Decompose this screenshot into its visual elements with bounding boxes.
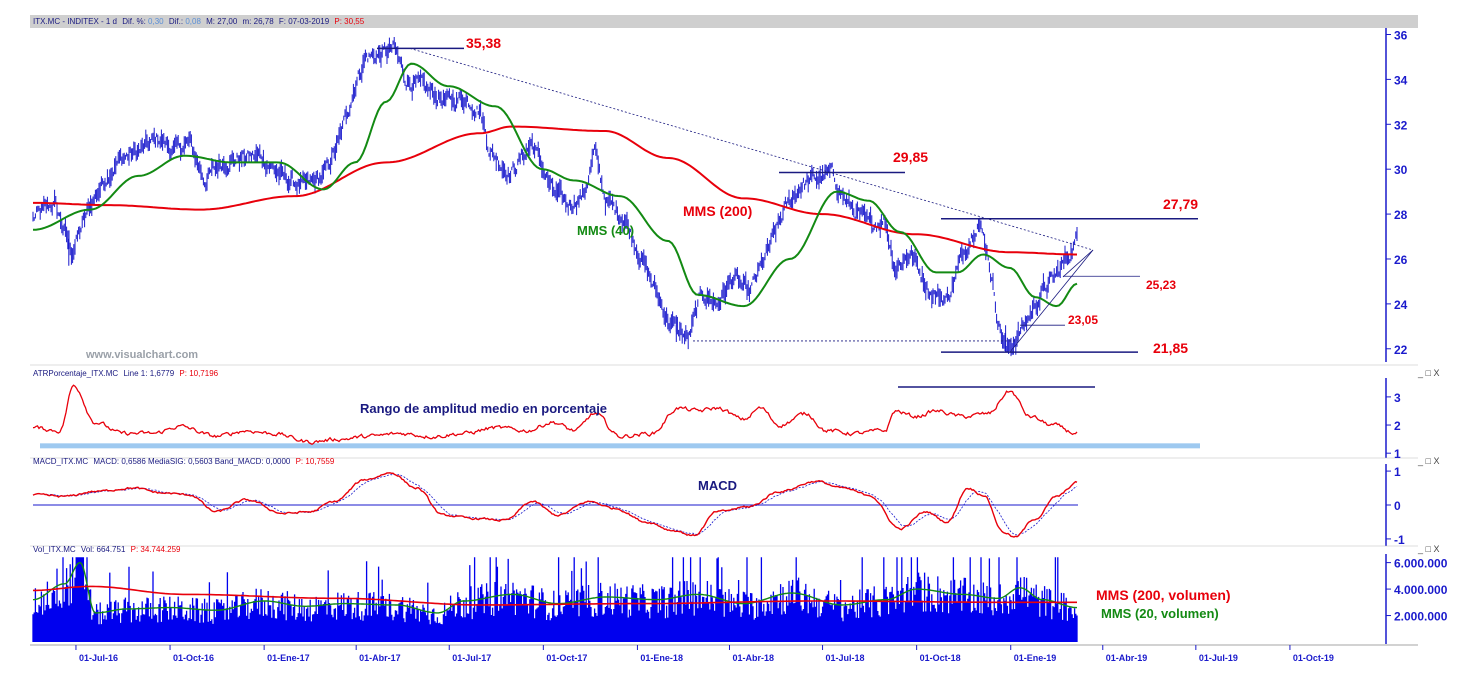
vol-tick-label-2: 6.000.000 bbox=[1394, 557, 1448, 571]
macd-header: MACD_ITX.MC MACD: 0,6586 MediaSIG: 0,560… bbox=[33, 457, 335, 466]
y-tick-label-30: 30 bbox=[1394, 163, 1408, 177]
macd-window-buttons[interactable]: _ □ X bbox=[1417, 456, 1439, 466]
label-29-85: 29,85 bbox=[893, 149, 928, 165]
vol-window-buttons[interactable]: _ □ X bbox=[1417, 544, 1439, 554]
dotted-trend-line bbox=[409, 48, 1094, 251]
vol-tick-label-1: 4.000.000 bbox=[1394, 583, 1448, 597]
y-tick-label-32: 32 bbox=[1394, 118, 1408, 132]
date-label-5: 01-Oct-17 bbox=[546, 653, 587, 663]
date-label-13: 01-Oct-19 bbox=[1293, 653, 1334, 663]
macd-signal-line bbox=[32, 473, 1078, 536]
y-tick-label-28: 28 bbox=[1394, 208, 1408, 222]
atr-tick-label-2: 2 bbox=[1394, 419, 1401, 433]
panel-frames bbox=[30, 28, 1418, 646]
header-text: ITX.MC - INDITEX - 1 d Dif. %: 0,30 Dif.… bbox=[33, 17, 365, 26]
atr-tick-label-1: 1 bbox=[1394, 447, 1401, 461]
trend-lines bbox=[377, 47, 1198, 353]
atr-line bbox=[32, 384, 1078, 446]
macd-line bbox=[32, 472, 1078, 538]
date-axis: 01-Jul-16 01-Oct-16 01-Ene-17 01-Abr-17 01-J… bbox=[75, 645, 1334, 663]
y-tick-label-24: 24 bbox=[1394, 298, 1408, 312]
header-bar bbox=[30, 15, 1418, 28]
date-label-0: 01-Jul-16 bbox=[79, 653, 118, 663]
date-label-6: 01-Ene-18 bbox=[640, 653, 683, 663]
label-27-79: 27,79 bbox=[1163, 196, 1198, 212]
y-tick-label-36: 36 bbox=[1394, 28, 1408, 42]
volume-panel: 2.000.000 4.000.000 6.000.000 bbox=[32, 557, 1448, 642]
macd-title: MACD bbox=[698, 478, 737, 493]
label-mms40: MMS (40) bbox=[577, 223, 634, 238]
triangle-line bbox=[1062, 249, 1094, 278]
label-35-38: 35,38 bbox=[466, 35, 501, 51]
vol-header: Vol_ITX.MC Vol: 664.751 P: 34.744.259 bbox=[33, 545, 181, 554]
y-tick-label-34: 34 bbox=[1394, 73, 1408, 87]
price-axis: 22 24 26 28 30 32 34 36 bbox=[1386, 28, 1408, 357]
y-tick-label-26: 26 bbox=[1394, 253, 1408, 267]
watermark: www.visualchart.com bbox=[85, 349, 198, 361]
vol-ma200-line bbox=[33, 585, 1077, 606]
support-trend-line bbox=[1009, 249, 1094, 353]
volume-bars bbox=[32, 557, 1078, 642]
date-label-8: 01-Jul-18 bbox=[826, 653, 865, 663]
ma40-line bbox=[32, 62, 1078, 308]
price-bars bbox=[32, 37, 1078, 357]
macd-tick-label-1: 1 bbox=[1394, 465, 1401, 479]
date-label-7: 01-Abr-18 bbox=[732, 653, 774, 663]
atr-header: ATRPorcentaje_ITX.MC Line 1: 1,6779 P: 1… bbox=[33, 369, 219, 378]
label-23-05: 23,05 bbox=[1068, 313, 1098, 327]
vol-tick-label-0: 2.000.000 bbox=[1394, 610, 1448, 624]
date-label-12: 01-Jul-19 bbox=[1199, 653, 1238, 663]
macd-tick-label-0: 0 bbox=[1394, 499, 1401, 513]
date-label-3: 01-Abr-17 bbox=[359, 653, 401, 663]
date-label-9: 01-Oct-18 bbox=[920, 653, 961, 663]
date-label-2: 01-Ene-17 bbox=[267, 653, 310, 663]
atr-highlight-bar bbox=[40, 443, 1200, 449]
moving-averages bbox=[32, 62, 1078, 308]
price-series bbox=[32, 37, 1078, 357]
y-tick-label-22: 22 bbox=[1394, 343, 1408, 357]
label-vol-mms200: MMS (200, volumen) bbox=[1096, 587, 1231, 603]
label-21-85: 21,85 bbox=[1153, 340, 1188, 356]
atr-window-buttons[interactable]: _ □ X bbox=[1417, 368, 1439, 378]
label-vol-mms20: MMS (20, volumen) bbox=[1101, 606, 1219, 621]
atr-tick-label-3: 3 bbox=[1394, 391, 1401, 405]
macd-panel: -1 0 1 bbox=[32, 465, 1405, 547]
date-label-1: 01-Oct-16 bbox=[173, 653, 214, 663]
date-label-4: 01-Jul-17 bbox=[452, 653, 491, 663]
label-25-23: 25,23 bbox=[1146, 278, 1176, 292]
label-mms200: MMS (200) bbox=[683, 203, 752, 219]
date-label-11: 01-Abr-19 bbox=[1106, 653, 1148, 663]
atr-panel: 1 2 3 bbox=[32, 384, 1401, 461]
atr-title: Rango de amplitud medio en porcentaje bbox=[360, 401, 607, 416]
date-label-10: 01-Ene-19 bbox=[1014, 653, 1057, 663]
macd-tick-label--1: -1 bbox=[1394, 533, 1405, 547]
